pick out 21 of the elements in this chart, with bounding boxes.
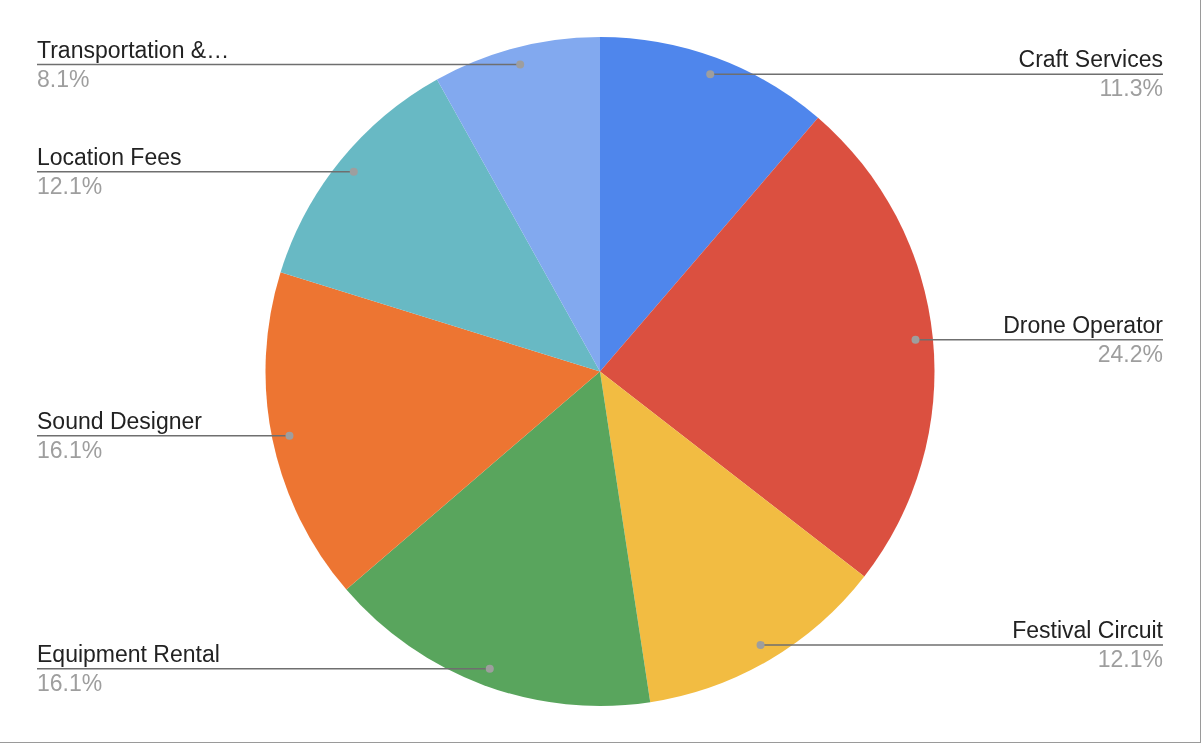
pie-slice: [600, 37, 819, 372]
pie-slice: [600, 371, 865, 703]
slice-label: Craft Services: [1018, 46, 1163, 73]
data-label: 11.3%: [1099, 75, 1163, 102]
slice-label: Equipment Rental: [37, 640, 220, 667]
pie-slice: [437, 37, 600, 372]
pie-slice: [265, 272, 600, 590]
slice-label: Location Fees: [37, 143, 182, 170]
data-label: 16.1%: [37, 436, 103, 463]
data-label: 8.1%: [37, 65, 90, 92]
slice-label: Transportation &…: [37, 36, 230, 63]
pie-slice: [280, 79, 600, 372]
pie-slice: [346, 371, 651, 706]
data-label: 24.2%: [1097, 340, 1163, 367]
slice-label: Sound Designer: [37, 407, 203, 434]
data-label: 12.1%: [37, 172, 103, 199]
pie-slice: [600, 117, 935, 577]
slice-label: Drone Operator: [1003, 311, 1164, 338]
data-label: 16.1%: [37, 669, 103, 696]
slice-label: Festival Circuit: [1012, 616, 1164, 643]
data-label: 12.1%: [1097, 645, 1163, 672]
